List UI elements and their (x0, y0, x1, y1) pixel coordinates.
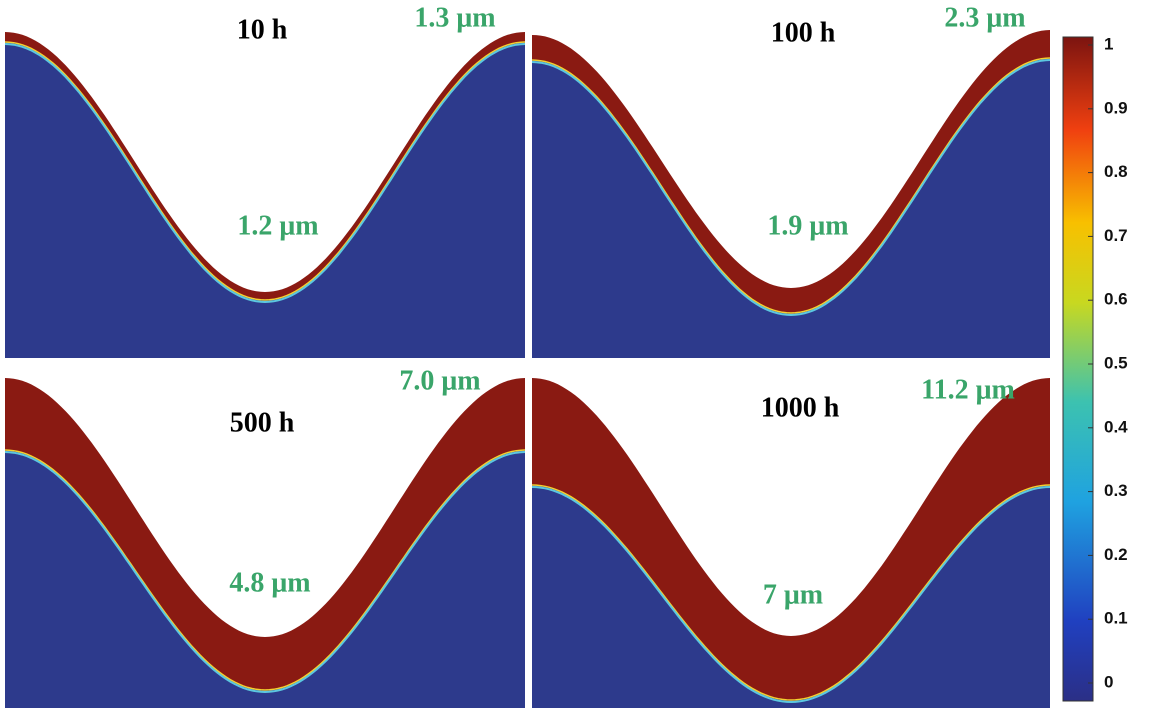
time-label: 1000 h (761, 392, 840, 423)
peak-thickness: 2.3 μm (944, 2, 1025, 33)
substrate (5, 450, 525, 708)
oxide-layer (532, 30, 1050, 313)
oxide-layer (532, 378, 1050, 700)
interface (4, 43, 526, 304)
valley-thickness: 4.8 μm (229, 567, 310, 598)
interface (531, 484, 1051, 701)
colorbar-tick-label: 0.5 (1104, 353, 1128, 372)
peak-thickness: 11.2 μm (921, 374, 1015, 405)
time-label: 100 h (771, 17, 836, 48)
colorbar (1062, 36, 1094, 702)
substrate (5, 42, 525, 358)
colorbar-tick-label: 0.1 (1104, 609, 1128, 628)
time-label: 10 h (237, 14, 288, 45)
colorbar-tick-label: 0.3 (1104, 481, 1128, 500)
interface (4, 449, 526, 691)
interface (531, 57, 1051, 314)
oxide-layer (5, 378, 525, 690)
valley-thickness: 1.9 μm (767, 210, 848, 241)
colorbar-tick-label: 0.7 (1104, 226, 1128, 245)
valley-thickness: 1.2 μm (237, 210, 318, 241)
colorbar-tick-label: 0.2 (1104, 545, 1128, 564)
oxide-layer (5, 32, 525, 300)
time-label: 500 h (230, 407, 295, 438)
colorbar-tick-label: 0.4 (1104, 417, 1128, 436)
interface (4, 451, 526, 694)
colorbar-tick-label: 0.6 (1104, 290, 1128, 309)
peak-thickness: 7.0 μm (399, 365, 480, 396)
interface (531, 486, 1051, 704)
valley-thickness: 7 μm (763, 579, 823, 610)
interface (531, 59, 1051, 317)
peak-thickness: 1.3 μm (414, 2, 495, 33)
colorbar-tick-label: 0.9 (1104, 98, 1128, 117)
substrate (532, 58, 1050, 358)
substrate (532, 485, 1050, 708)
colorbar-tick-label: 1 (1104, 34, 1113, 53)
colorbar-tick-label: 0 (1104, 672, 1113, 691)
colorbar-tick-label: 0.8 (1104, 162, 1128, 181)
interface (4, 41, 526, 301)
